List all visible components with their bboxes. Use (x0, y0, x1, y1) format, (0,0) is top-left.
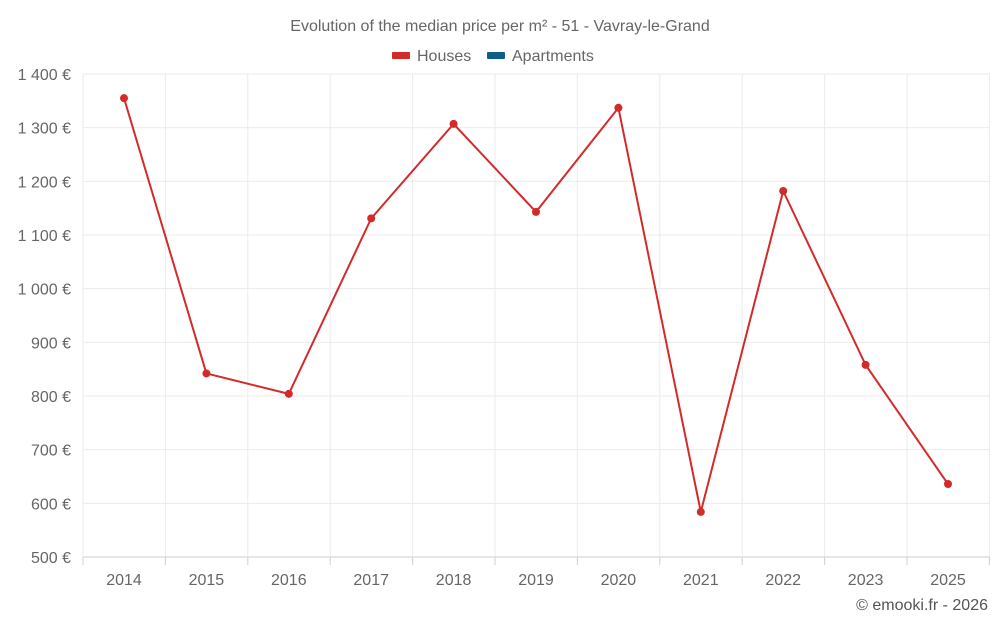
x-tick-label: 2017 (353, 572, 389, 589)
x-tick-label: 2023 (848, 572, 884, 589)
x-tick-label: 2016 (271, 572, 307, 589)
x-tick-label: 2020 (601, 572, 637, 589)
series-houses (120, 94, 952, 516)
credit-text: © emooki.fr - 2026 (856, 597, 988, 614)
y-tick-label: 1 000 € (18, 282, 71, 299)
legend-label-apartments: Apartments (512, 48, 594, 65)
data-point[interactable] (944, 480, 952, 489)
x-tick-label: 2019 (518, 572, 554, 589)
data-point[interactable] (449, 119, 458, 128)
legend: Houses Apartments (392, 48, 594, 65)
data-point[interactable] (696, 507, 705, 516)
y-tick-label: 700 € (31, 443, 71, 460)
chart-title: Evolution of the median price per m² - 5… (290, 18, 709, 35)
x-tick-label: 2015 (189, 572, 225, 589)
data-point[interactable] (779, 186, 788, 195)
y-axis-ticks: 500 € 600 € 700 € 800 € 900 € 1 000 € 1 100 € 1… (18, 67, 71, 567)
y-tick-label: 1 300 € (18, 121, 71, 138)
x-tick-label: 2014 (106, 572, 142, 589)
y-tick-label: 800 € (31, 389, 71, 406)
x-tick-label: 2021 (683, 572, 719, 589)
x-tick-label: 2022 (765, 572, 801, 589)
legend-label-houses: Houses (417, 48, 471, 65)
legend-swatch-apartments (487, 52, 505, 59)
data-point[interactable] (532, 207, 540, 216)
y-tick-label: 1 200 € (18, 174, 71, 191)
y-tick-label: 500 € (31, 550, 71, 567)
data-point[interactable] (120, 94, 128, 103)
x-tick-label: 2025 (930, 572, 966, 589)
y-tick-label: 1 100 € (18, 228, 71, 245)
x-axis-ticks: 2014 2015 2016 2017 2018 2019 2020 2021 2022 2023… (82, 557, 990, 589)
x-tick-label: 2018 (436, 572, 472, 589)
data-point[interactable] (861, 360, 870, 369)
legend-item-houses[interactable]: Houses (392, 48, 471, 65)
data-point[interactable] (367, 214, 376, 223)
gridlines (82, 73, 990, 558)
data-point[interactable] (202, 369, 211, 378)
legend-swatch-houses (392, 52, 410, 59)
legend-item-apartments[interactable]: Apartments (487, 48, 594, 65)
data-point[interactable] (614, 103, 623, 112)
data-point[interactable] (284, 389, 293, 398)
y-tick-label: 900 € (31, 335, 71, 352)
y-tick-label: 1 400 € (18, 67, 71, 84)
y-tick-label: 600 € (31, 496, 71, 513)
